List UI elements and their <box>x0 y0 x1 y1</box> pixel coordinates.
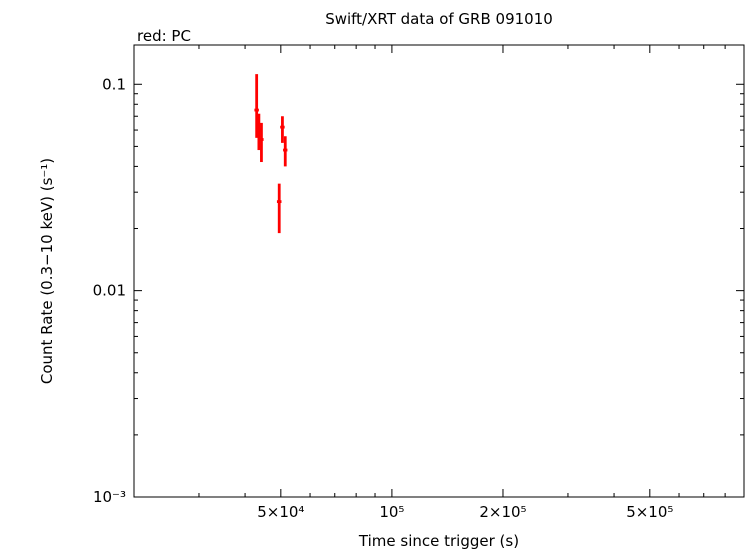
x-axis-label: Time since trigger (s) <box>358 532 519 550</box>
axes-layer: 5×10⁴ 10⁵ 2×10⁵ 5×10⁵ 10⁻³ 0.01 0.1 <box>93 44 745 521</box>
data-series-pc <box>254 74 288 234</box>
y-tick-label: 0.01 <box>93 282 126 300</box>
x-tick-label: 2×10⁵ <box>479 503 526 521</box>
data-point-error-bars <box>259 122 264 163</box>
y-tick-label: 10⁻³ <box>93 488 126 506</box>
plot-frame <box>133 44 745 498</box>
data-point-error-bars <box>280 116 285 143</box>
y-tick-label: 0.1 <box>102 75 126 93</box>
chart-title: Swift/XRT data of GRB 091010 <box>325 10 553 28</box>
x-tick-label: 5×10⁵ <box>626 503 673 521</box>
data-point-error-bars <box>283 136 288 167</box>
y-axis-label: Count Rate (0.3−10 keV) (s⁻¹) <box>38 158 56 384</box>
data-point-error-bars <box>254 74 259 138</box>
data-point-error-bars <box>276 183 282 234</box>
x-tick-label: 10⁵ <box>379 503 404 521</box>
x-tick-label: 5×10⁴ <box>257 503 304 521</box>
legend-label: red: PC <box>137 27 191 45</box>
